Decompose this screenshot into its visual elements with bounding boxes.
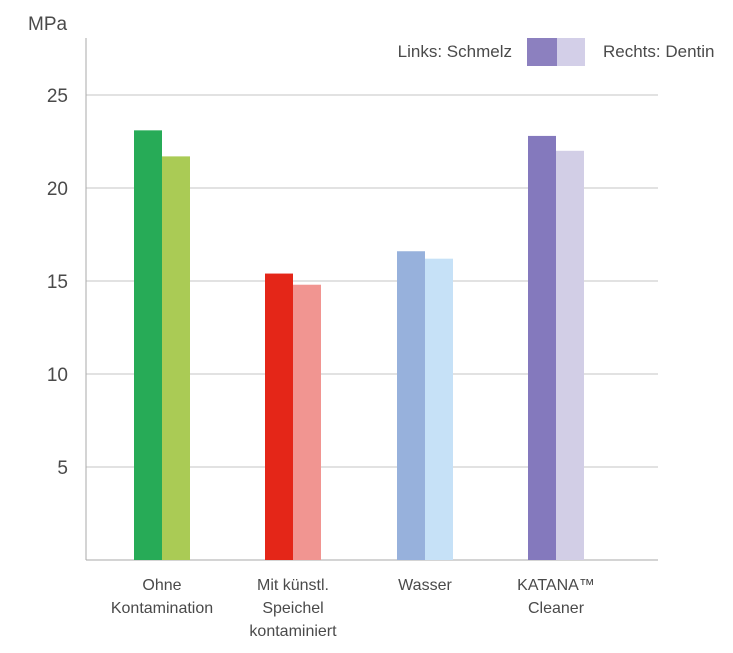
bar-schmelz-3 xyxy=(397,251,425,561)
category-label-line: Cleaner xyxy=(528,600,585,617)
category-label-line: Ohne xyxy=(142,577,181,594)
y-tick-labels: 5 10 15 20 25 xyxy=(47,86,68,479)
category-label-4: KATANA™ Cleaner xyxy=(517,577,595,617)
category-label-line: Kontamination xyxy=(111,600,213,617)
category-labels: Ohne Kontamination Mit künstl. Speichel kont… xyxy=(111,577,595,640)
category-label-1: Ohne Kontamination xyxy=(111,577,213,617)
bar-schmelz-1 xyxy=(134,130,162,560)
bar-schmelz-4 xyxy=(528,135,556,561)
bar-dentin-2 xyxy=(293,284,321,560)
legend-swatch-right xyxy=(557,38,585,66)
bars xyxy=(134,130,584,561)
bar-schmelz-2 xyxy=(265,273,293,560)
legend-left-label: Links: Schmelz xyxy=(398,42,512,61)
bar-dentin-3 xyxy=(425,258,453,560)
category-label-line: Mit künstl. xyxy=(257,577,329,594)
category-label-3: Wasser xyxy=(398,577,452,594)
y-tick-label: 5 xyxy=(57,458,68,479)
y-tick-label: 25 xyxy=(47,86,68,107)
category-label-line: Wasser xyxy=(398,577,452,594)
y-tick-label: 10 xyxy=(47,365,68,386)
legend-swatch-left xyxy=(527,38,557,66)
category-label-line: Speichel xyxy=(262,600,323,617)
y-axis-unit-label: MPa xyxy=(28,14,68,35)
category-label-2: Mit künstl. Speichel kontaminiert xyxy=(249,577,337,640)
bar-dentin-4 xyxy=(556,150,584,561)
legend: Links: Schmelz Rechts: Dentin xyxy=(398,38,715,66)
y-tick-label: 15 xyxy=(47,272,68,293)
y-tick-label: 20 xyxy=(47,179,68,200)
bar-dentin-1 xyxy=(162,156,190,560)
category-label-line: KATANA™ xyxy=(517,577,595,594)
category-label-line: kontaminiert xyxy=(249,623,337,640)
legend-right-label: Rechts: Dentin xyxy=(603,42,715,61)
